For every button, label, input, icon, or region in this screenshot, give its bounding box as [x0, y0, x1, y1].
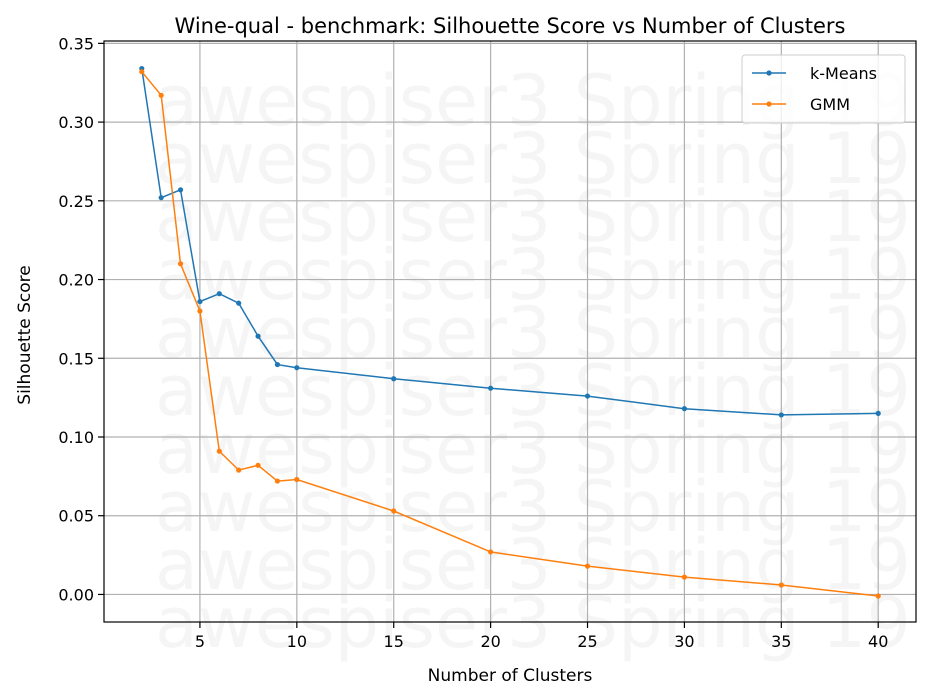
data-point-k-means [778, 412, 784, 418]
y-tick-label: 0.20 [58, 271, 94, 290]
data-point-k-means [255, 333, 261, 339]
y-tick-label: 0.15 [58, 349, 94, 368]
x-tick-label: 25 [577, 632, 597, 651]
x-tick-label: 15 [384, 632, 404, 651]
data-point-gmm [197, 308, 203, 314]
data-point-k-means [391, 376, 397, 382]
legend-marker [766, 101, 772, 107]
y-tick-label: 0.30 [58, 113, 94, 132]
legend: k-Means GMM [741, 54, 906, 124]
data-point-k-means [158, 195, 164, 201]
watermark-text: awespiser3 Spring 19 [155, 292, 911, 374]
legend-entry: GMM [752, 95, 850, 114]
y-tick-label: 0.10 [58, 428, 94, 447]
data-point-gmm [681, 574, 688, 580]
series-lines [139, 65, 881, 599]
data-point-k-means [488, 385, 494, 391]
watermark-text: awespiser3 Spring 19 [155, 234, 911, 316]
data-point-k-means [681, 406, 688, 412]
watermark-text: awespiser3 Spring 19 [155, 408, 911, 490]
data-point-gmm [274, 478, 281, 484]
data-point-gmm [158, 92, 164, 98]
data-point-k-means [197, 298, 203, 305]
data-point-k-means [584, 393, 591, 399]
legend-label: k-Means [810, 64, 877, 83]
data-point-gmm [778, 582, 784, 588]
plot-area-frame [103, 40, 917, 623]
legend-marker [766, 70, 772, 76]
data-point-gmm [875, 593, 881, 599]
watermark-text: awespiser3 Spring 19 [155, 176, 911, 258]
x-tick-label: 20 [480, 632, 500, 651]
y-tick-label: 0.35 [58, 34, 94, 53]
data-point-k-means [177, 187, 184, 193]
data-point-gmm [391, 508, 397, 514]
chart-title: Wine-qual - benchmark: Silhouette Score … [175, 14, 846, 38]
x-tick-label: 10 [287, 632, 307, 651]
data-point-k-means [216, 291, 222, 297]
y-axis: 0.00 0.05 0.10 0.15 0.20 0.25 0.30 0.35 [58, 34, 104, 604]
y-tick-label: 0.05 [58, 507, 94, 526]
data-point-gmm [236, 467, 242, 473]
data-point-k-means [274, 361, 281, 368]
x-tick-label: 5 [195, 632, 205, 651]
y-tick-label: 0.25 [58, 192, 94, 211]
data-point-k-means [875, 410, 881, 416]
data-point-gmm [488, 549, 494, 555]
watermark-text: awespiser3 Spring 19 [155, 524, 911, 606]
legend-box [741, 54, 906, 124]
x-axis-label: Number of Clusters [428, 666, 593, 686]
data-point-gmm [177, 261, 184, 267]
x-tick-label: 30 [674, 632, 694, 651]
data-point-gmm [294, 476, 300, 483]
watermark-text: awespiser3 Spring 19 [155, 118, 911, 200]
watermark-text: awespiser3 Spring 19 [155, 466, 911, 548]
data-point-k-means [294, 365, 300, 371]
data-point-gmm [216, 448, 222, 454]
data-point-gmm [255, 462, 261, 468]
data-point-k-means [236, 300, 242, 306]
x-axis: 5 10 15 20 25 30 35 40 [195, 622, 888, 651]
y-axis-label: Silhouette Score [15, 265, 35, 404]
y-tick-label: 0.00 [58, 585, 94, 604]
x-tick-label: 40 [868, 632, 888, 651]
data-point-gmm [584, 563, 591, 569]
data-point-gmm [139, 69, 145, 75]
series-k-means [139, 65, 881, 418]
x-tick-label: 35 [771, 632, 791, 651]
legend-label: GMM [810, 95, 850, 114]
legend-entry: k-Means [752, 64, 877, 83]
series-gmm [139, 69, 881, 599]
watermark-text: awespiser3 Spring 19 [155, 582, 911, 664]
